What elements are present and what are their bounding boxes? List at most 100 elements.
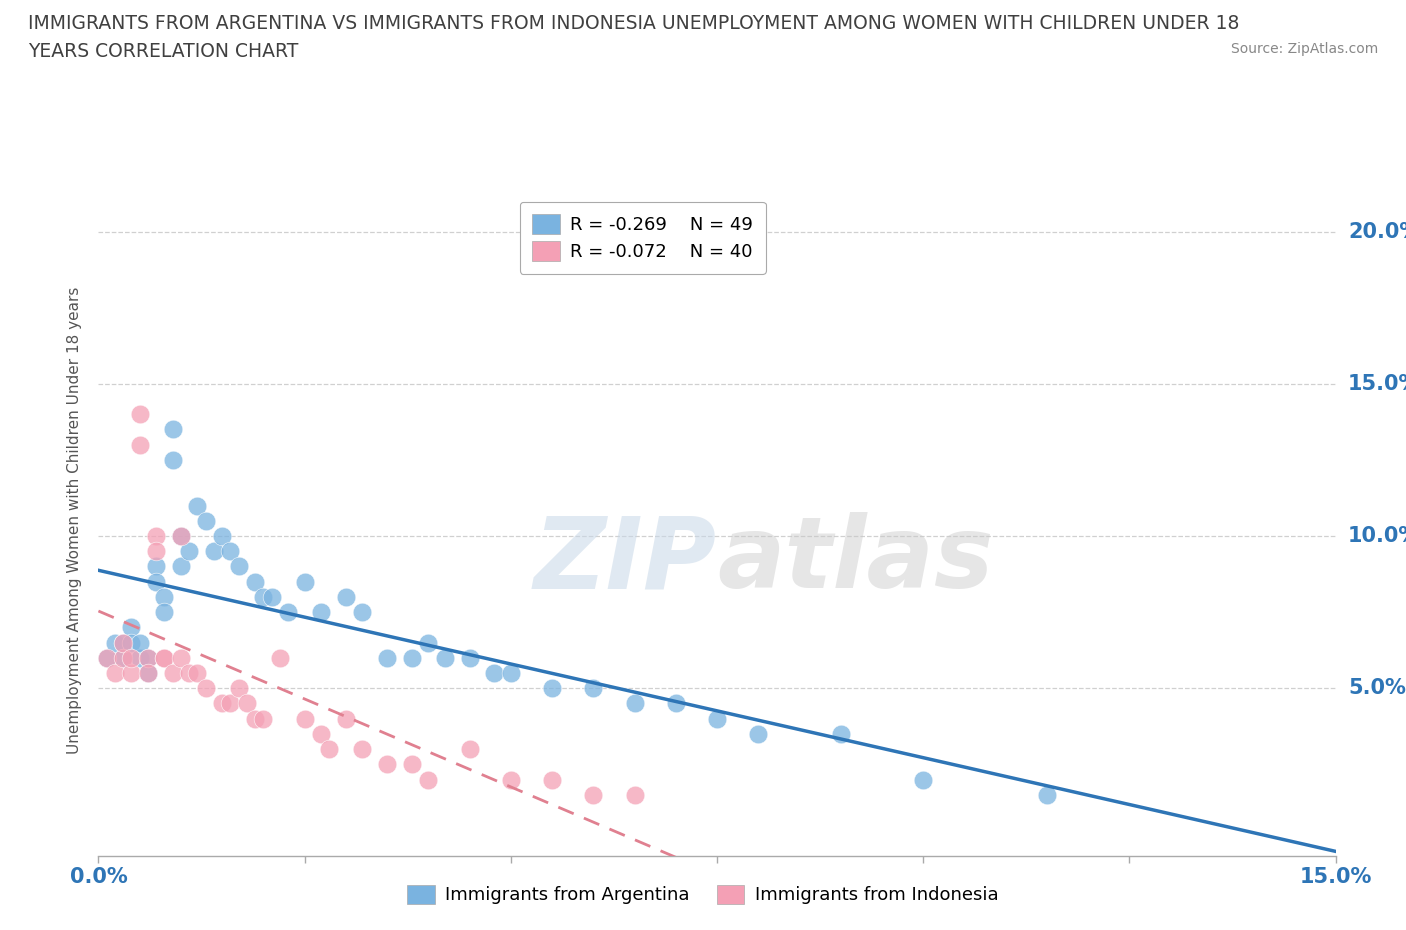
Point <box>153 590 176 604</box>
Point <box>120 620 142 635</box>
Point <box>243 574 266 589</box>
Point <box>269 650 291 665</box>
Text: atlas: atlas <box>717 512 994 609</box>
Point <box>335 590 357 604</box>
Point <box>186 498 208 513</box>
Point <box>128 437 150 452</box>
Point <box>96 650 118 665</box>
Point <box>96 650 118 665</box>
Point <box>747 726 769 741</box>
Point <box>162 453 184 468</box>
Point <box>136 650 159 665</box>
Point <box>170 528 193 543</box>
Point <box>120 635 142 650</box>
Point <box>375 757 398 772</box>
Point <box>104 666 127 681</box>
Point <box>499 666 522 681</box>
Point <box>228 681 250 696</box>
Point <box>128 650 150 665</box>
Point <box>211 528 233 543</box>
Point <box>541 681 564 696</box>
Point <box>1036 788 1059 803</box>
Point <box>665 696 688 711</box>
Text: 20.0%: 20.0% <box>1348 221 1406 242</box>
Point <box>541 772 564 787</box>
Point <box>179 666 201 681</box>
Point <box>582 681 605 696</box>
Text: 15.0%: 15.0% <box>1348 374 1406 393</box>
Point <box>243 711 266 726</box>
Point <box>153 650 176 665</box>
Point <box>484 666 506 681</box>
Point <box>623 696 645 711</box>
Point <box>219 696 242 711</box>
Point <box>136 666 159 681</box>
Point <box>433 650 456 665</box>
Point <box>252 711 274 726</box>
Point <box>153 604 176 619</box>
Point <box>706 711 728 726</box>
Point <box>136 666 159 681</box>
Point <box>120 666 142 681</box>
Point <box>582 788 605 803</box>
Point <box>136 650 159 665</box>
Point <box>170 559 193 574</box>
Point <box>194 681 217 696</box>
Text: ZIP: ZIP <box>534 512 717 609</box>
Point <box>912 772 935 787</box>
Point <box>186 666 208 681</box>
Point <box>170 650 193 665</box>
Point <box>236 696 259 711</box>
Text: 10.0%: 10.0% <box>1348 526 1406 546</box>
Point <box>418 635 440 650</box>
Point <box>623 788 645 803</box>
Point <box>309 726 332 741</box>
Point <box>294 574 316 589</box>
Point <box>211 696 233 711</box>
Point <box>145 559 167 574</box>
Point <box>179 544 201 559</box>
Point <box>153 650 176 665</box>
Point <box>499 772 522 787</box>
Legend: R = -0.269    N = 49, R = -0.072    N = 40: R = -0.269 N = 49, R = -0.072 N = 40 <box>520 202 766 274</box>
Point <box>252 590 274 604</box>
Point <box>112 650 135 665</box>
Point <box>128 406 150 421</box>
Text: Source: ZipAtlas.com: Source: ZipAtlas.com <box>1230 42 1378 56</box>
Point <box>104 635 127 650</box>
Point <box>128 635 150 650</box>
Point <box>112 635 135 650</box>
Text: IMMIGRANTS FROM ARGENTINA VS IMMIGRANTS FROM INDONESIA UNEMPLOYMENT AMONG WOMEN : IMMIGRANTS FROM ARGENTINA VS IMMIGRANTS … <box>28 14 1240 33</box>
Point <box>219 544 242 559</box>
Point <box>162 422 184 437</box>
Point <box>335 711 357 726</box>
Text: YEARS CORRELATION CHART: YEARS CORRELATION CHART <box>28 42 298 60</box>
Point <box>830 726 852 741</box>
Point <box>170 528 193 543</box>
Text: 5.0%: 5.0% <box>1348 678 1406 698</box>
Point <box>112 635 135 650</box>
Point <box>401 650 423 665</box>
Point <box>458 741 481 756</box>
Point <box>202 544 225 559</box>
Point <box>260 590 283 604</box>
Point <box>277 604 299 619</box>
Point <box>401 757 423 772</box>
Point <box>145 544 167 559</box>
Point <box>375 650 398 665</box>
Point <box>145 528 167 543</box>
Point <box>120 650 142 665</box>
Point <box>194 513 217 528</box>
Point <box>228 559 250 574</box>
Legend: Immigrants from Argentina, Immigrants from Indonesia: Immigrants from Argentina, Immigrants fr… <box>401 877 1005 911</box>
Point <box>162 666 184 681</box>
Point <box>458 650 481 665</box>
Point <box>418 772 440 787</box>
Point <box>318 741 340 756</box>
Point <box>352 604 374 619</box>
Point <box>309 604 332 619</box>
Point <box>112 650 135 665</box>
Point <box>294 711 316 726</box>
Point <box>352 741 374 756</box>
Y-axis label: Unemployment Among Women with Children Under 18 years: Unemployment Among Women with Children U… <box>67 287 83 754</box>
